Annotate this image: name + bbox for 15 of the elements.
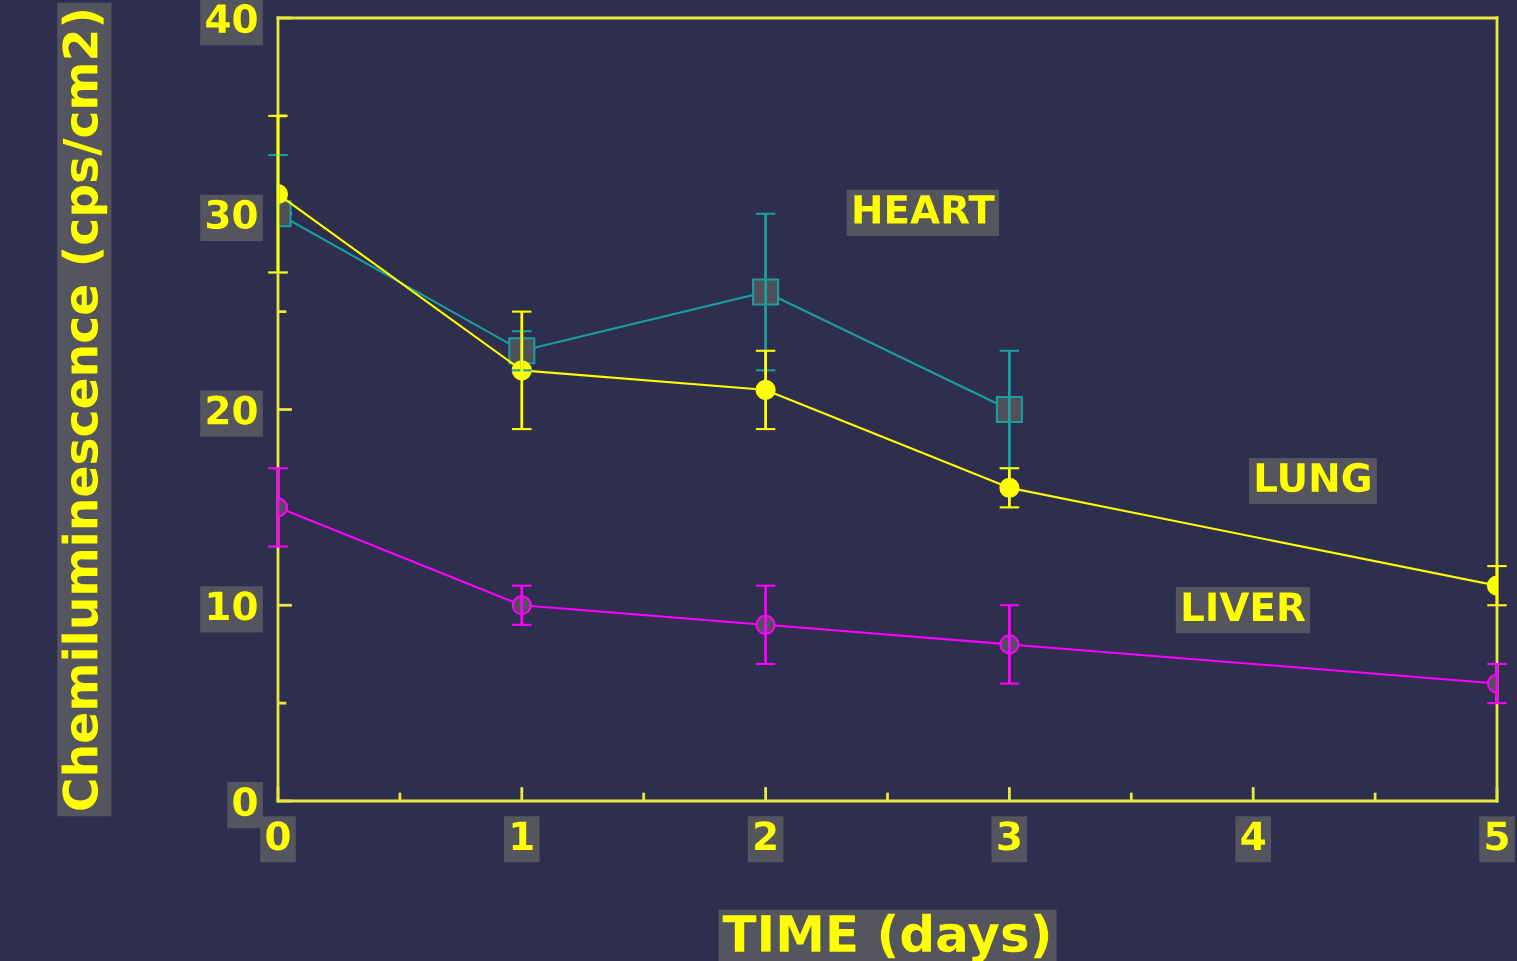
y-tick-label: 10	[208, 591, 257, 621]
x-tick-label: 0	[266, 821, 290, 851]
series-label: LUNG	[1256, 462, 1370, 493]
y-tick-label: 30	[207, 199, 257, 230]
x-tick-label: 4	[1241, 821, 1265, 850]
series-label: LIVER	[1183, 592, 1306, 621]
text: HEART	[854, 195, 995, 224]
x-tick-label: 1	[512, 821, 533, 850]
y-axis-title: Chemiluminescence (cps/cm2)	[61, 11, 108, 810]
x-tick-label: 3	[998, 821, 1020, 851]
y-tick-label: 20	[207, 395, 257, 425]
x-tick-label: 2	[755, 821, 776, 850]
x-tick-label: 5	[1486, 821, 1508, 851]
y-tick-label: 40	[206, 3, 257, 34]
y-tick-label: 0	[233, 786, 257, 817]
